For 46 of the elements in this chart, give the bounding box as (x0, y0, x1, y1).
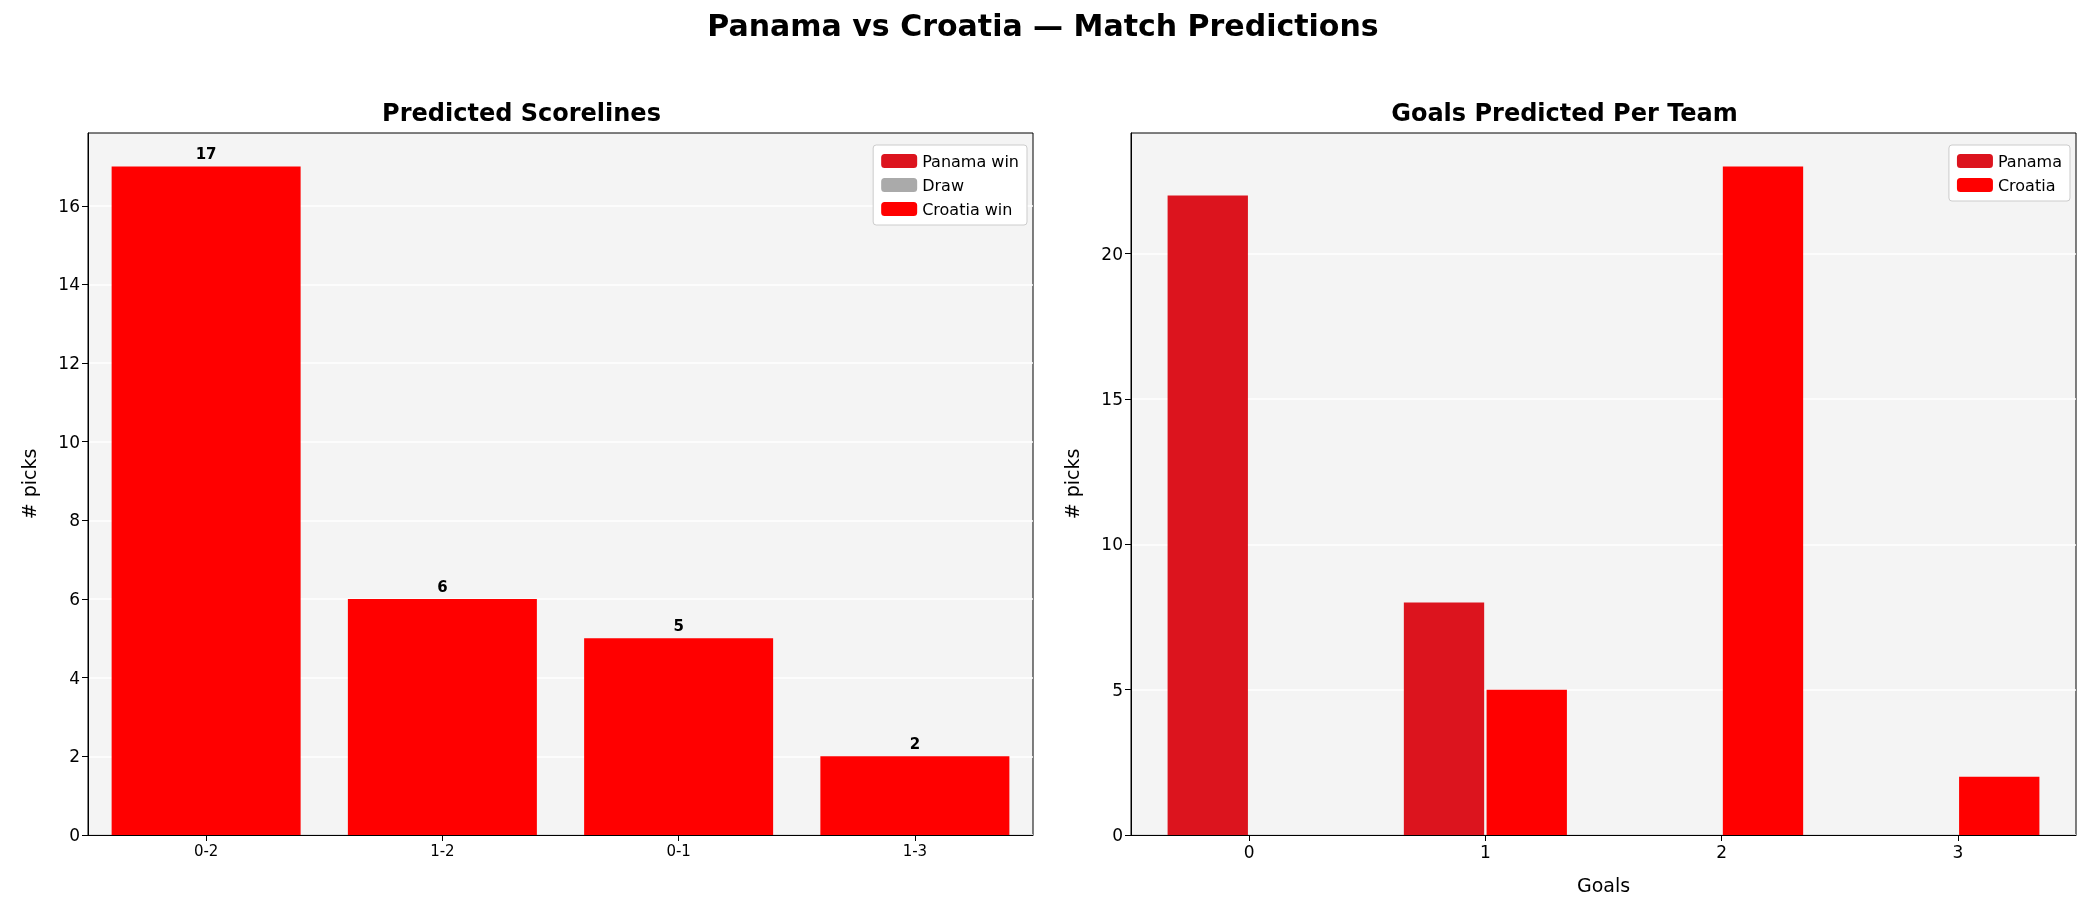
legend-label: Croatia (1997, 175, 2056, 195)
bar (820, 756, 1010, 835)
x-tick-label: 1 (1479, 841, 1491, 862)
y-tick-label: 14 (58, 274, 80, 295)
chart-title: Goals Predicted Per Team (1391, 99, 1738, 127)
x-tick-label: 3 (1952, 841, 1964, 862)
y-tick-label: 0 (1112, 825, 1123, 845)
y-tick-label: 16 (58, 195, 80, 216)
y-axis-title: # picks (1060, 448, 1083, 520)
x-tick-label: 2 (1716, 841, 1728, 862)
y-tick-label: 10 (1101, 534, 1123, 555)
y-tick-label: 12 (58, 353, 80, 374)
data-label: 6 (437, 577, 448, 596)
y-tick-label: 20 (1101, 243, 1123, 264)
y-tick-label: 5 (1112, 679, 1123, 700)
data-label: 17 (195, 144, 217, 163)
chart-title: Predicted Scorelines (382, 99, 661, 127)
bar (1167, 195, 1248, 835)
x-axis-title: Goals (1576, 873, 1631, 896)
data-label: 5 (673, 616, 684, 635)
x-tick-label: 0-2 (193, 841, 219, 860)
x-tick-label: 0-1 (666, 841, 691, 860)
legend-label: Panama (1997, 151, 2063, 171)
y-tick-label: 8 (69, 510, 80, 531)
x-tick-label: 1-3 (902, 841, 928, 860)
x-tick-label: 1-2 (430, 841, 455, 860)
y-tick-label: 4 (69, 667, 80, 688)
y-tick-label: 15 (1101, 388, 1123, 409)
bar (1722, 166, 1804, 835)
legend-label: Panama win (922, 151, 1019, 171)
bar (584, 638, 774, 835)
bar (1959, 776, 2040, 835)
data-label: 2 (909, 734, 921, 753)
bar (111, 166, 301, 835)
x-tick-label: 0 (1243, 841, 1255, 862)
bar (1486, 689, 1567, 835)
bar (1403, 602, 1485, 835)
y-axis-title: # picks (17, 448, 40, 520)
y-tick-label: 0 (69, 825, 80, 845)
legend-label: Draw (922, 175, 964, 195)
figure-title: Panama vs Croatia — Match Predictions (706, 8, 1380, 43)
y-tick-label: 6 (69, 589, 80, 610)
y-tick-label: 10 (58, 431, 80, 452)
bar (347, 599, 537, 835)
y-tick-label: 2 (69, 746, 80, 767)
legend-label: Croatia win (922, 199, 1013, 219)
